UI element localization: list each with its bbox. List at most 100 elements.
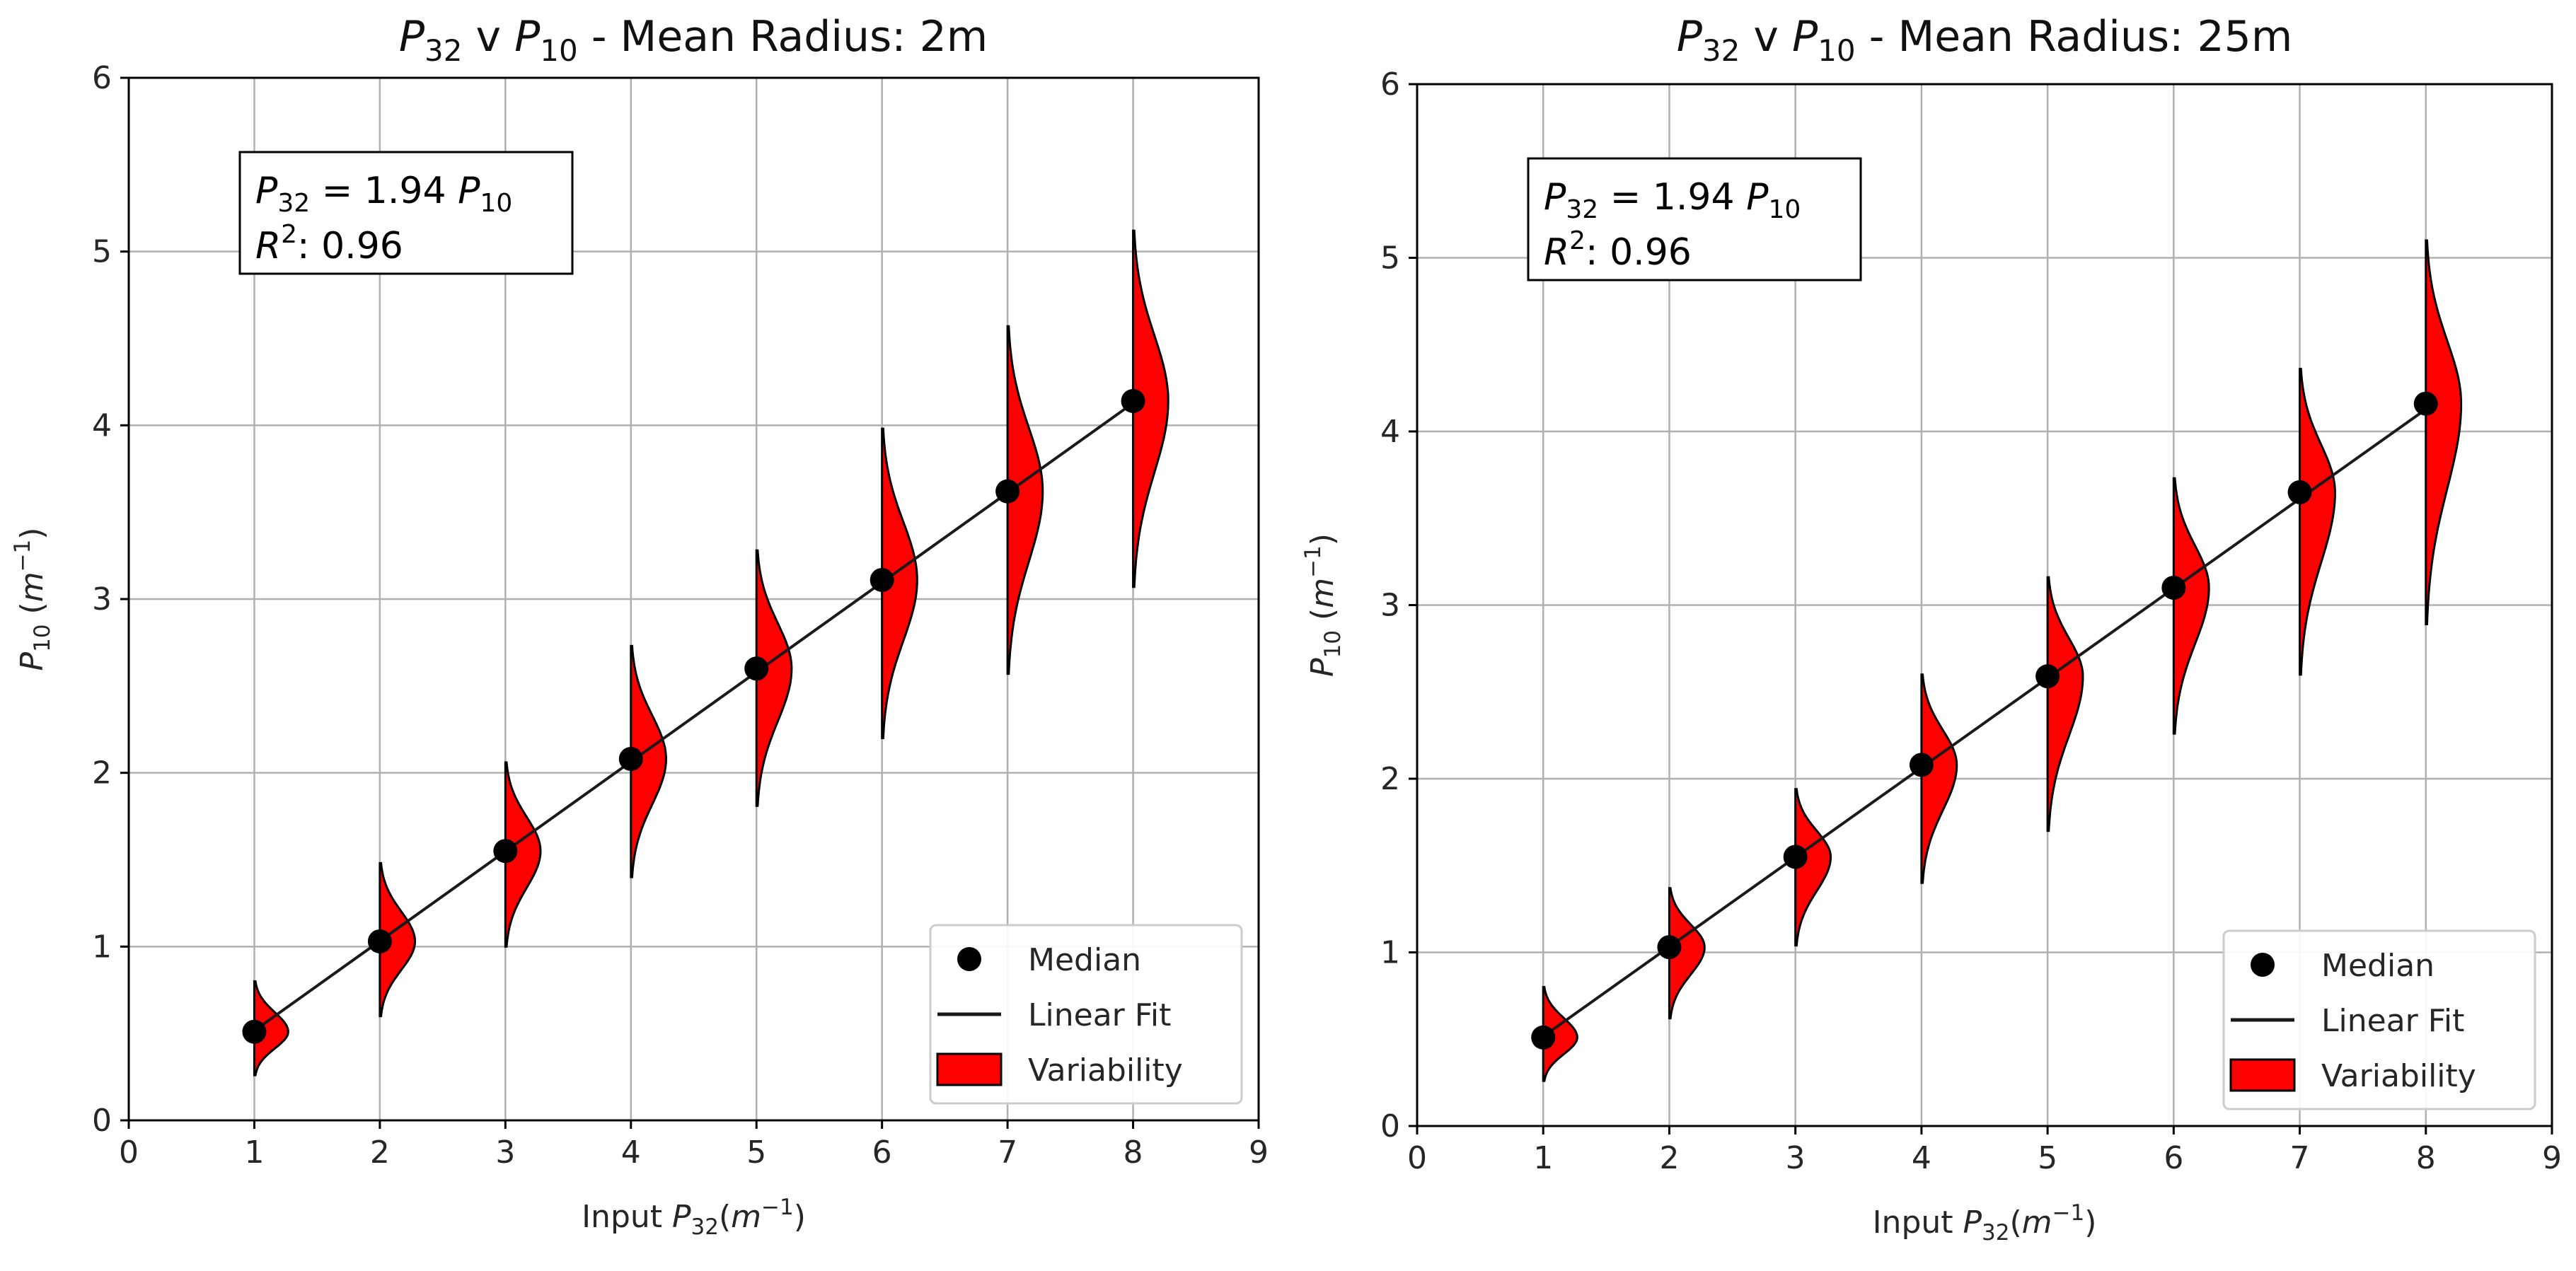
violin-1: [253, 980, 289, 1076]
y-tick-label: 4: [1380, 414, 1400, 450]
legend: Median Linear Fit Variability: [929, 924, 1243, 1105]
legend-box: [929, 924, 1243, 1105]
annotation-r-squared: R2: 0.96: [1544, 226, 1692, 274]
violin-8: [1132, 229, 1169, 588]
violin-7: [1006, 325, 1044, 675]
legend: Median Linear Fit Variability: [2222, 929, 2536, 1110]
annotation-r-squared: R2: 0.96: [255, 220, 403, 267]
y-tick-label: 6: [92, 60, 112, 96]
median-point-8: [2413, 391, 2438, 416]
legend-median-label: Median: [1028, 942, 1141, 978]
x-tick-label: 9: [1249, 1134, 1269, 1171]
violin-7: [2299, 368, 2336, 676]
violin-5: [755, 549, 793, 807]
chart-panel-right: 0 1 2 3 4 5 6 7 8 9 0 1 2 3 4 5 6 P32 v P10 - Mean Radius…: [1300, 12, 2562, 1246]
x-tick-label: 7: [2290, 1140, 2310, 1176]
x-tick-label: 4: [621, 1134, 641, 1171]
annotation-box: [1527, 157, 1862, 282]
annotation-box: [238, 151, 574, 275]
legend-variability-label: Variability: [2321, 1058, 2476, 1094]
y-axis-label: P10 (m−1): [10, 528, 55, 671]
ticks: 0 1 2 3 4 5 6 7 8 9 0 1 2 3 4 5 6: [92, 60, 1269, 1171]
x-tick-label: 3: [495, 1134, 515, 1171]
legend-median-label: Median: [2321, 948, 2435, 984]
x-tick-label: 6: [2164, 1140, 2183, 1176]
y-axis-label: P10 (m−1): [1300, 533, 1346, 677]
ticks: 0 1 2 3 4 5 6 7 8 9 0 1 2 3 4 5 6: [1380, 66, 2562, 1176]
x-tick-label: 0: [1407, 1140, 1427, 1176]
y-tick-label: 1: [1380, 935, 1400, 971]
violin-4: [1920, 673, 1958, 884]
median-point-7: [2287, 480, 2312, 504]
legend-fit-label: Linear Fit: [1028, 997, 1171, 1033]
x-tick-label: 5: [746, 1134, 766, 1171]
y-tick-label: 0: [1380, 1108, 1400, 1144]
linear-fit-line: [253, 402, 1134, 1032]
median-point-4: [618, 747, 643, 772]
x-tick-label: 5: [2038, 1140, 2057, 1176]
violin-6: [881, 427, 918, 740]
chart-title: P32 v P10 - Mean Radius: 2m: [399, 12, 988, 68]
chart-panel-left: 0 1 2 3 4 5 6 7 8 9 0 1 2 3 4 5 6 P32 v P10 - Mean Radius…: [10, 12, 1269, 1240]
x-tick-label: 7: [998, 1134, 1017, 1171]
y-tick-label: 3: [92, 581, 112, 617]
y-tick-label: 3: [1380, 588, 1400, 624]
median-point-2: [1657, 935, 1682, 960]
violins: [253, 229, 1169, 1076]
median-point-6: [870, 567, 894, 592]
medians: [242, 388, 1145, 1044]
median-point-3: [493, 839, 518, 864]
x-tick-label: 1: [1533, 1140, 1553, 1176]
y-tick-label: 1: [92, 929, 112, 965]
y-tick-label: 4: [92, 407, 112, 443]
median-point-7: [995, 479, 1020, 504]
violin-5: [2046, 576, 2084, 832]
legend-variability-label: Variability: [1028, 1052, 1183, 1089]
x-tick-label: 6: [872, 1134, 892, 1171]
y-tick-label: 5: [1380, 240, 1400, 277]
x-axis-label: Input P32(m−1): [1873, 1200, 2097, 1246]
violin-3: [504, 761, 542, 948]
median-point-4: [1909, 753, 1934, 777]
median-point-6: [2161, 575, 2186, 600]
median-point-8: [1121, 388, 1145, 413]
legend-box: [2222, 929, 2536, 1110]
y-tick-label: 2: [92, 755, 112, 791]
x-tick-label: 2: [1659, 1140, 1679, 1176]
median-point-1: [1531, 1025, 1556, 1050]
legend-median-marker: [957, 947, 981, 971]
x-tick-label: 8: [2416, 1140, 2436, 1176]
x-tick-label: 3: [1786, 1140, 1806, 1176]
median-point-2: [367, 929, 392, 953]
x-axis-label: Input P32(m−1): [582, 1195, 806, 1240]
x-tick-label: 0: [119, 1134, 139, 1171]
legend-variability-patch: [936, 1052, 1003, 1086]
y-tick-label: 2: [1380, 761, 1400, 797]
median-point-5: [744, 656, 769, 681]
violin-8: [2425, 239, 2463, 626]
median-point-5: [2035, 664, 2060, 689]
violin-3: [1794, 788, 1832, 947]
medians: [1531, 391, 2438, 1050]
x-tick-label: 2: [370, 1134, 390, 1171]
violin-2: [1668, 887, 1706, 1020]
median-point-1: [242, 1019, 267, 1044]
legend-variability-patch: [2229, 1058, 2296, 1092]
legend-median-marker: [2251, 953, 2275, 977]
y-tick-label: 5: [92, 234, 112, 270]
violins: [1542, 239, 2463, 1082]
legend-fit-label: Linear Fit: [2321, 1003, 2464, 1039]
violin-1: [1542, 986, 1578, 1082]
x-tick-label: 4: [1912, 1140, 1931, 1176]
violin-4: [630, 644, 667, 878]
annotation-equation: P32 = 1.94 P10: [255, 170, 512, 218]
median-point-3: [1783, 845, 1808, 869]
annotation-equation: P32 = 1.94 P10: [1544, 176, 1801, 224]
chart-title: P32 v P10 - Mean Radius: 25m: [1677, 12, 2293, 68]
linear-fit-line: [1542, 407, 2427, 1038]
violin-6: [2172, 477, 2210, 735]
y-tick-label: 6: [1380, 66, 1400, 103]
